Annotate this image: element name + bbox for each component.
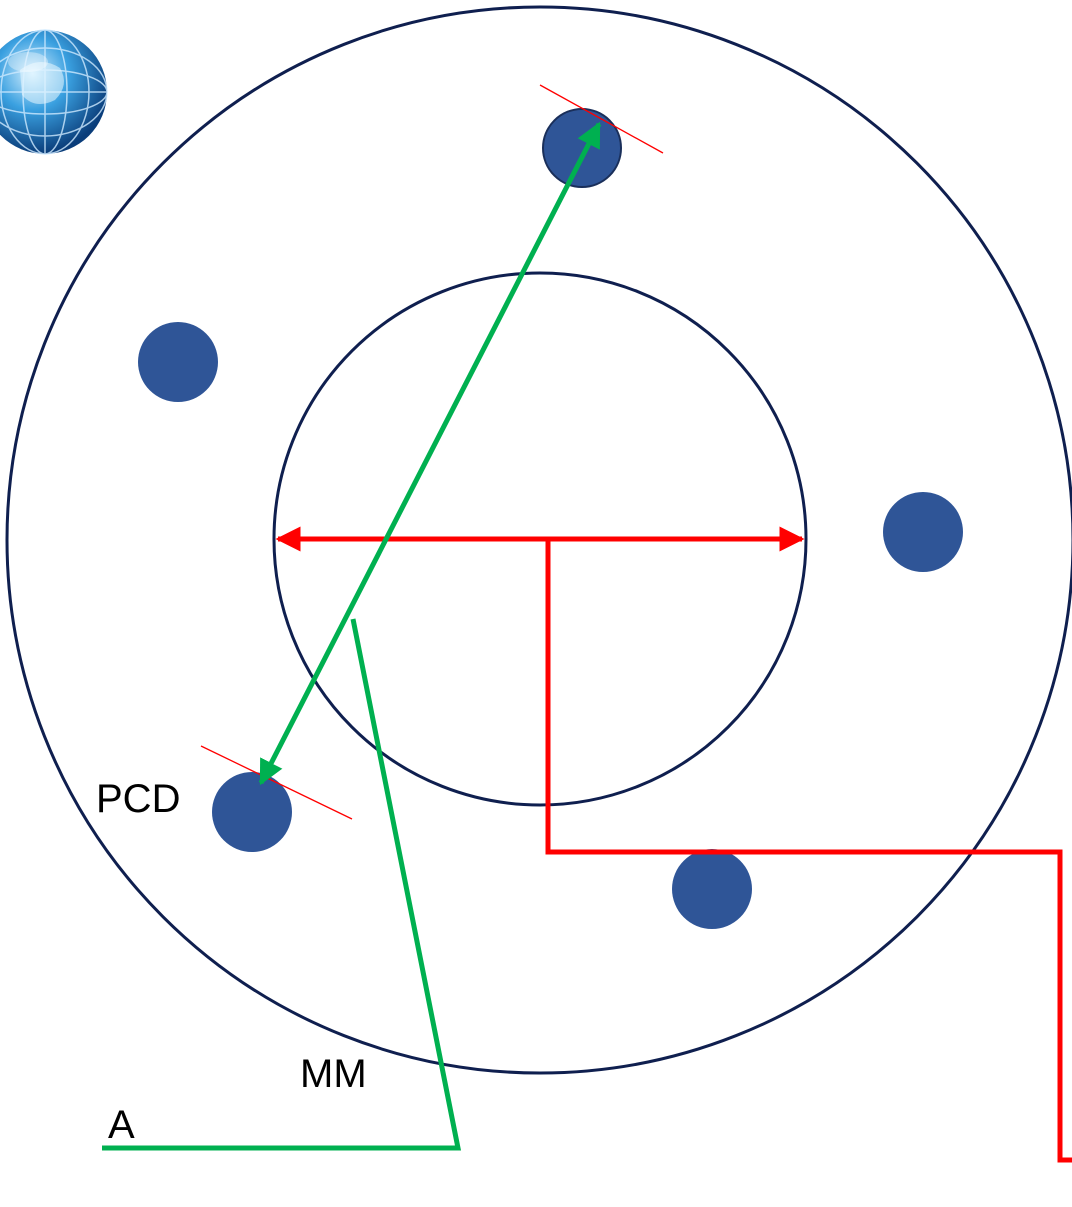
pcd-label: PCD (96, 777, 180, 821)
bolt-hole-bottom-right (672, 849, 752, 929)
bolt-hole-left (138, 322, 218, 402)
a-label: A (108, 1103, 135, 1147)
pcd-diameter-arrow (258, 121, 602, 786)
pcd-leader-line (102, 618, 462, 1151)
bolt-hole-right (883, 492, 963, 572)
tangent-mark-top (539, 84, 664, 154)
mm-unit-label: MM (300, 1052, 367, 1096)
bolt-hole-top (542, 108, 622, 188)
globe-icon (0, 29, 108, 155)
bolt-hole-bottom-left (212, 772, 292, 852)
outer-wheel-circle (5, 5, 1072, 1075)
